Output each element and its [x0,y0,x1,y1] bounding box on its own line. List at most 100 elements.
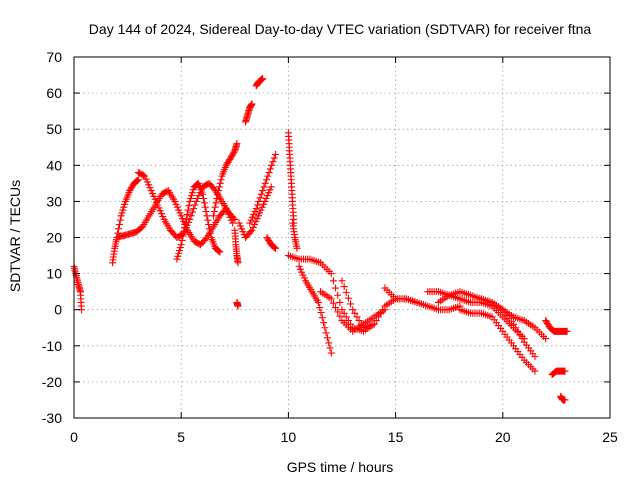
data-point [175,246,183,254]
data-point [531,367,539,375]
data-point [172,200,180,208]
data-point [175,249,183,257]
data-point [267,183,275,191]
x-tick-label: 15 [388,429,404,445]
data-point [206,229,214,237]
data-point [327,295,335,303]
data-point [357,320,365,328]
data-point [230,214,238,222]
x-axis-label: GPS time / hours [287,459,394,475]
data-point [266,186,274,194]
series-sat-k [252,75,267,90]
data-point [249,223,257,231]
data-point [518,335,526,343]
data-point [264,235,272,243]
data-point [327,270,335,278]
data-point [212,199,220,207]
series-sat-f [173,179,224,263]
series-sat-j [242,100,256,126]
data-point [152,198,160,206]
data-point [215,247,223,255]
data-point [156,207,164,215]
data-point [262,195,270,203]
data-point [340,283,348,291]
series-sat-r [295,262,335,357]
y-tick-label: 10 [46,266,62,282]
data-point [133,176,141,184]
data-point [543,318,551,326]
x-tick-label: 25 [602,429,618,445]
data-point [265,236,273,244]
data-point [317,309,325,317]
series-sat-m [246,150,280,227]
data-point [251,208,259,216]
data-point [253,215,261,223]
data-point [128,182,136,190]
data-point [261,179,269,187]
data-point [127,185,135,193]
data-point [370,320,378,328]
data-point [234,259,242,267]
data-point [325,339,333,347]
x-tick-label: 5 [177,429,185,445]
data-point [226,156,234,164]
data-point [202,235,210,243]
data-point [314,298,322,306]
data-point [372,317,380,325]
y-tick-label: 40 [46,157,62,173]
data-point [145,181,153,189]
data-point [248,100,256,108]
data-point [296,265,304,273]
data-point [209,212,217,220]
data-point [379,306,387,314]
data-point [115,221,123,229]
data-point [295,262,303,270]
data-point [544,321,552,329]
data-point [185,202,193,210]
series-sat-h [231,226,242,267]
data-point [192,197,200,205]
data-point [127,184,135,192]
data-point [234,302,242,310]
series-sat-c [109,176,142,267]
data-point [182,215,190,223]
data-point [531,353,539,361]
data-point [322,329,330,337]
data-point [248,226,256,234]
data-point [266,165,274,173]
points-layer [70,75,571,404]
series-sat-w [434,288,539,361]
data-point [349,306,357,314]
data-point [230,148,238,156]
data-point [134,176,142,184]
data-point [222,161,230,169]
data-point [187,212,195,220]
data-point [257,206,265,214]
data-point [229,219,237,227]
data-point [271,244,279,252]
y-tick-label: 60 [46,85,62,101]
data-point [175,206,183,214]
data-point [139,171,147,179]
data-point [183,210,191,218]
data-point [184,218,192,226]
data-point [334,308,342,316]
data-point [142,175,150,183]
chart-title: Day 144 of 2024, Sidereal Day-to-day VTE… [89,21,592,37]
data-point [210,208,218,216]
data-point [133,177,141,185]
data-point [299,271,307,279]
data-point [214,190,222,198]
series-sat-o [284,129,298,227]
series-sat-aa [548,367,569,379]
y-axis-label: SDTVAR / TECUs [7,180,23,292]
data-point [173,255,181,263]
grid-layer [74,57,610,418]
data-point [180,228,188,236]
data-point [272,150,280,158]
data-point [250,210,258,218]
data-point [214,246,222,254]
data-point [316,304,324,312]
data-point [272,244,280,252]
data-point [254,212,262,220]
